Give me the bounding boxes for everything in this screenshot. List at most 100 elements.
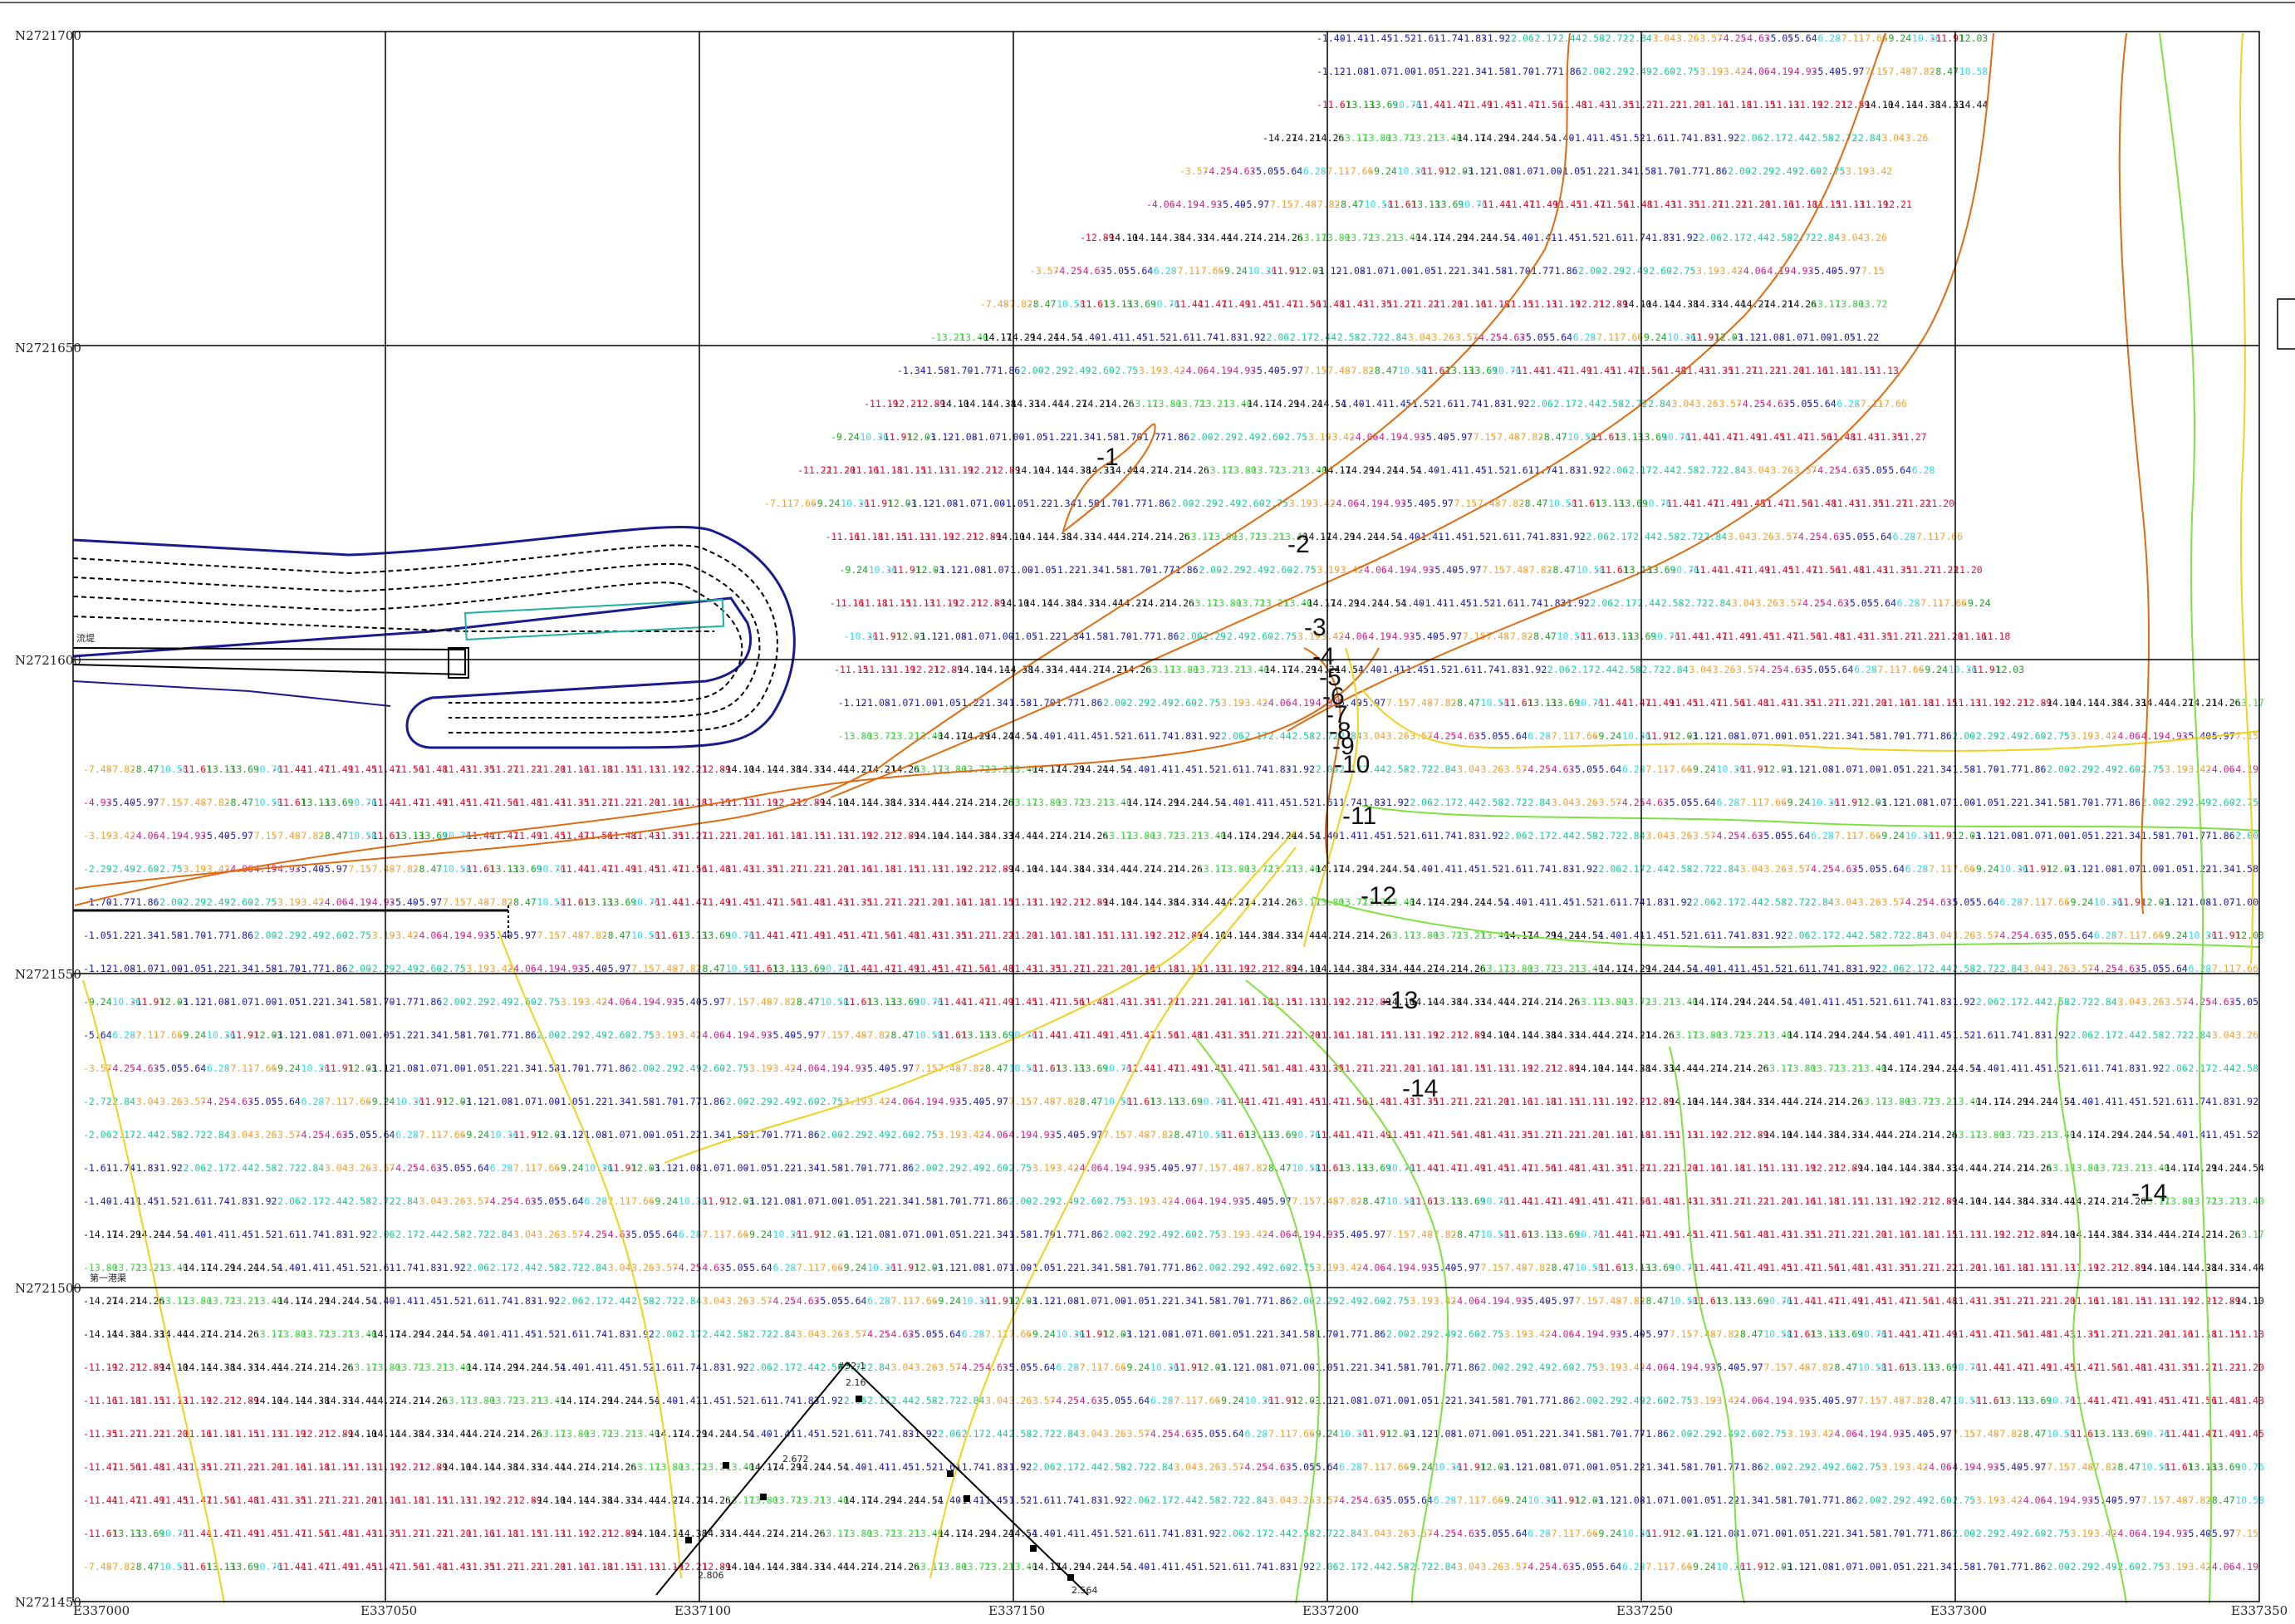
sounding-label: -2.00 — [2229, 830, 2258, 841]
sounding-label: -13.80 — [1203, 531, 1238, 542]
sounding-label: -3.19 — [1694, 66, 1723, 77]
sounding-label: -11.22 — [1746, 365, 1781, 376]
sounding-label: -4.93 — [1785, 265, 1814, 277]
contour-label: -3 — [1304, 614, 1326, 641]
sounding-label: -11.27 — [1723, 365, 1758, 376]
sounding-label: -1.00 — [1384, 265, 1413, 277]
sounding-label: -13.13 — [1439, 365, 1474, 376]
sounding-label: -11.49 — [1727, 431, 1762, 443]
sounding-label: -4.19 — [2229, 1561, 2258, 1572]
sounding-label: -8.47 — [1547, 564, 1576, 576]
sounding-label: -1.58 — [1628, 165, 1657, 177]
sounding-label: -2.00 — [1193, 564, 1222, 576]
sounding-label: -11.16 — [1759, 199, 1794, 210]
sounding-label: -2.44 — [1552, 32, 1581, 44]
sounding-label: -1.61 — [1505, 464, 1534, 476]
sounding-label: -14.21 — [1151, 464, 1186, 476]
survey-marker-1 — [760, 1494, 767, 1500]
sounding-label: -2.00 — [1015, 365, 1044, 376]
sounding-label: -11.18 — [1475, 298, 1510, 310]
sounding-label: -11.56 — [1778, 498, 1813, 509]
sounding-label: -5.40 — [1812, 66, 1841, 77]
sounding-label: -5.40 — [1401, 498, 1430, 509]
sounding-label: -11.22 — [1647, 99, 1682, 110]
sounding-label: -2.75 — [1817, 165, 1846, 177]
sounding-label: -2.06 — [1734, 132, 1763, 144]
sounding-label: -2.72 — [1355, 331, 1384, 343]
sounding-label: -5.97 — [1241, 199, 1270, 210]
sounding-label: -14.10 — [1859, 99, 1894, 110]
survey-marker-7 — [1030, 1545, 1037, 1552]
sounding-label: -12.21 — [887, 398, 922, 410]
sounding-label: -11.56 — [1628, 365, 1663, 376]
sounding-label: -8.47 — [1369, 365, 1398, 376]
sounding-label: -11.61 — [1075, 298, 1110, 310]
sounding-label: -11.56 — [1595, 199, 1630, 210]
sounding-label: -11.43 — [1845, 431, 1880, 443]
sounding-label: -1.22 — [1434, 66, 1464, 77]
sounding-label: -11.44 — [1660, 498, 1695, 509]
sounding-label: -2.84 — [1642, 398, 1671, 410]
sounding-label: -7.11 — [1591, 331, 1620, 343]
sounding-label: -5.97 — [1453, 564, 1482, 576]
sounding-label: -10.58 — [1954, 66, 1989, 77]
sounding-label: -11.35 — [1600, 99, 1635, 110]
sounding-label: -2.60 — [1236, 498, 1265, 509]
sounding-label: -2.72 — [1619, 398, 1648, 410]
sounding-label: -1.86 — [1141, 498, 1170, 509]
sounding-label: -2.06 — [1693, 232, 1722, 243]
sounding-label: -1.70 — [1505, 66, 1534, 77]
sounding-label: -1.12 — [925, 431, 954, 443]
sounding-label: -10.76 — [1487, 365, 1522, 376]
sounding-label: -3.42 — [1326, 431, 1355, 443]
sounding-label: -13.72 — [1380, 132, 1415, 144]
sounding-label: -4.19 — [1373, 431, 1402, 443]
sounding-label: -1.61 — [1411, 32, 1440, 44]
sounding-label: -11.44 — [1169, 298, 1204, 310]
sounding-label: -12.03 — [882, 498, 917, 509]
sounding-label: -11.27 — [1689, 199, 1724, 210]
sounding-label: -3.57 — [1713, 398, 1742, 410]
sounding-label: -14.38 — [1057, 464, 1091, 476]
sounding-label: -11.16 — [1694, 99, 1729, 110]
sounding-label: -1.22 — [1851, 331, 1880, 343]
sounding-label: -13.40 — [1386, 232, 1421, 243]
sounding-label: -1.74 — [1454, 398, 1483, 410]
sounding-label: -1.07 — [1364, 66, 1393, 77]
northing-label: N2721600 — [15, 653, 81, 668]
sounding-label: -4.93 — [1377, 498, 1406, 509]
sounding-label: -1.40 — [1391, 531, 1420, 542]
sounding-label: -2.00 — [1572, 265, 1601, 277]
sounding-label: -7.66 — [1195, 265, 1224, 277]
sounding-label: -12.89 — [1080, 232, 1115, 243]
sounding-label: -2.17 — [1758, 132, 1787, 144]
sounding-label: -13.69 — [1121, 298, 1156, 310]
sounding-label: -2.58 — [1651, 531, 1680, 542]
sounding-label: -1.86 — [1699, 165, 1728, 177]
sounding-label: -11.35 — [1849, 498, 1884, 509]
sounding-label: -11.20 — [1429, 298, 1464, 310]
sounding-label: -7.82 — [1515, 431, 1544, 443]
sounding-label: -3.42 — [1864, 165, 1893, 177]
sounding-label: -14.14 — [1014, 531, 1049, 542]
sounding-label: -13.21 — [1404, 132, 1439, 144]
sounding-label: -6.28 — [1831, 398, 1860, 410]
sounding-label: -5.05 — [2229, 996, 2258, 1008]
sounding-label: -11.43 — [1334, 298, 1369, 310]
sounding-label: -14.24 — [1498, 132, 1533, 144]
sounding-label: -14.24 — [1025, 331, 1060, 343]
sounding-label: -11.19 — [919, 531, 954, 542]
sounding-label: -1.08 — [1486, 165, 1515, 177]
sounding-label: -5.05 — [1840, 531, 1869, 542]
sounding-label: -1.92 — [2229, 1096, 2258, 1107]
easting-label: E337350 — [2231, 1603, 2288, 1618]
sounding-label: -1.58 — [1071, 498, 1100, 509]
sounding-label: -14.54 — [1387, 464, 1422, 476]
sounding-label: -14.27 — [1108, 531, 1143, 542]
contour-label: -1 — [1096, 444, 1119, 471]
sounding-label: -3.04 — [1666, 398, 1695, 410]
sounding-label: -5.64 — [1125, 265, 1154, 277]
sounding-label: -14.17 — [1297, 531, 1332, 542]
sounding-label: -5.97 — [1832, 265, 1861, 277]
sounding-label: -13.69 — [1364, 99, 1399, 110]
